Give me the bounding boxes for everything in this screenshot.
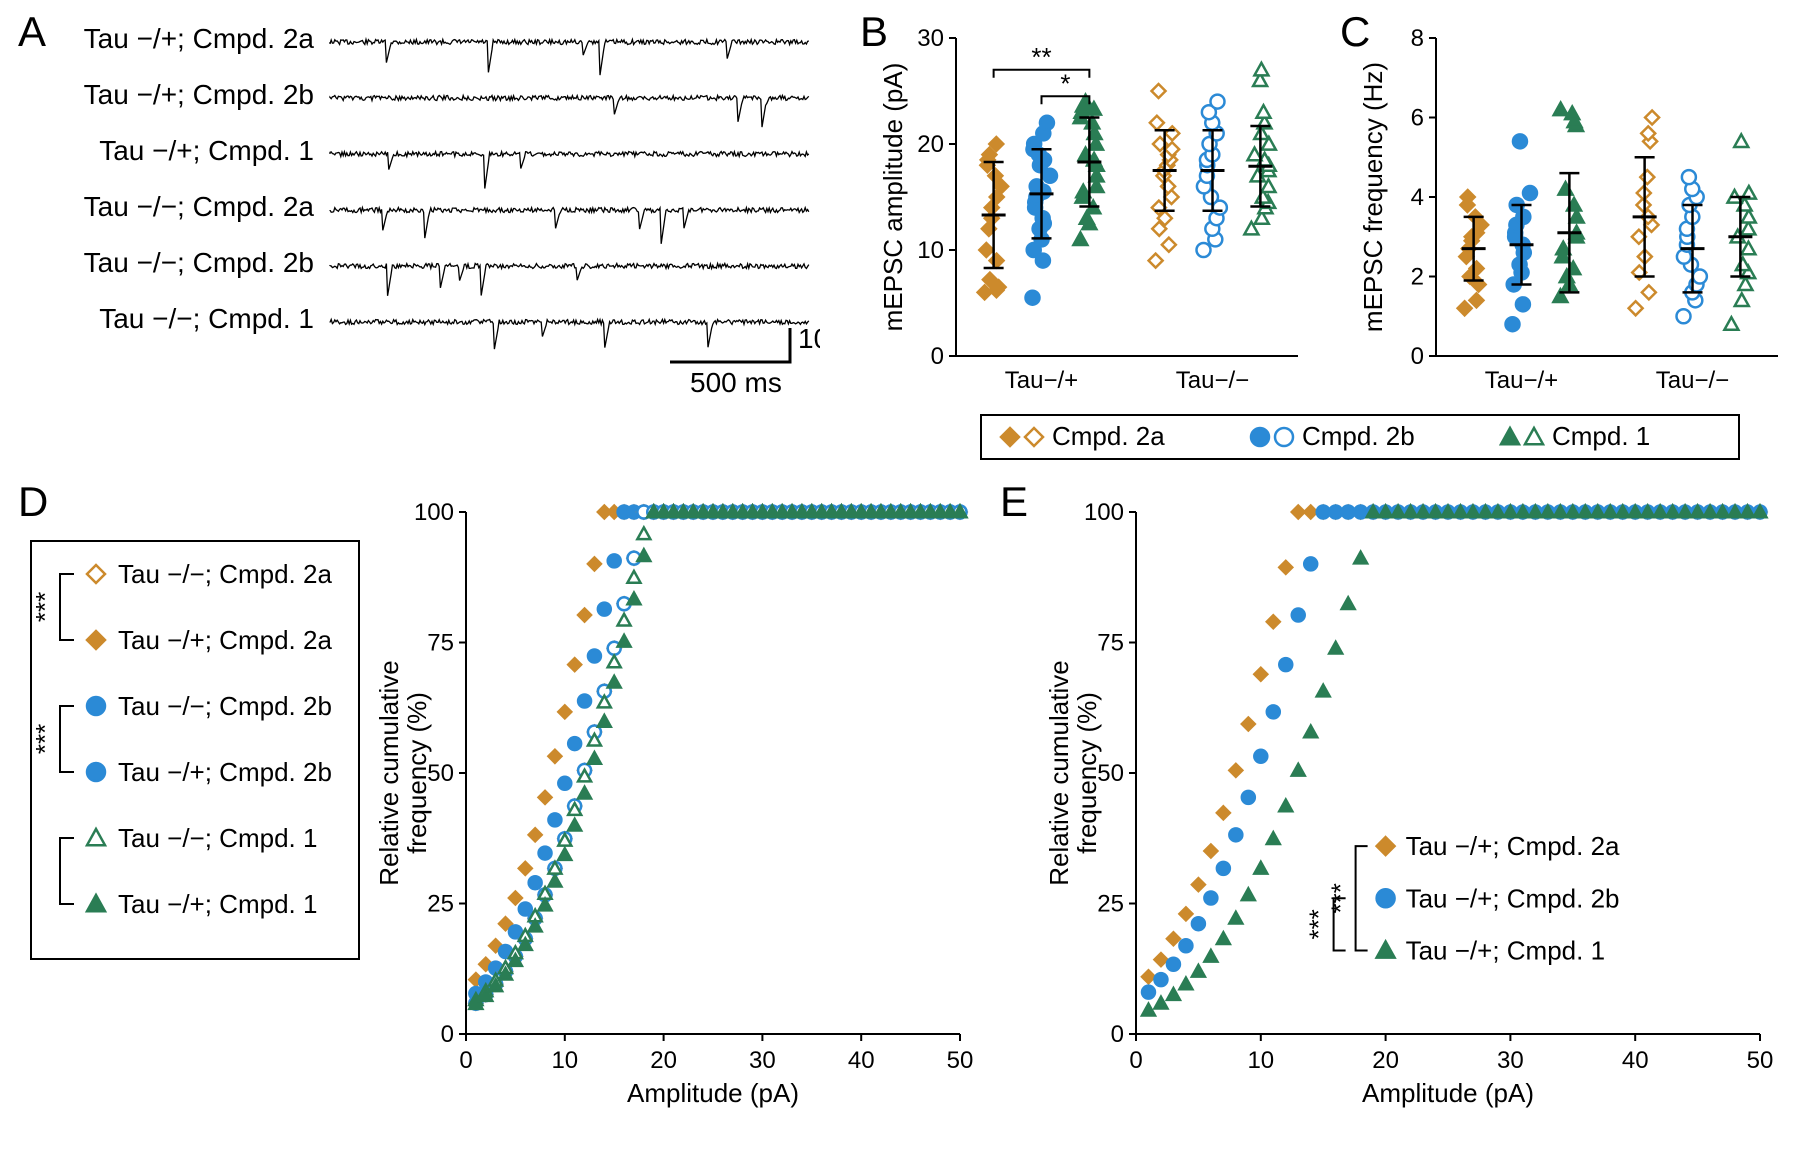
svg-text:0: 0 bbox=[1411, 343, 1424, 370]
panel-d-legend-box: Tau −/−; Cmpd. 2a Tau −/+; Cmpd. 2a Tau −/… bbox=[30, 540, 360, 960]
svg-text:0: 0 bbox=[459, 1047, 472, 1074]
svg-text:10: 10 bbox=[551, 1047, 578, 1074]
svg-text:30: 30 bbox=[917, 25, 944, 52]
svg-text:75: 75 bbox=[1097, 630, 1124, 657]
svg-text:***: *** bbox=[1304, 909, 1334, 939]
svg-text:Relative cumulative: Relative cumulative bbox=[374, 660, 404, 885]
svg-text:Tau−/−: Tau−/− bbox=[1656, 367, 1729, 394]
svg-text:Relative cumulative: Relative cumulative bbox=[1044, 660, 1074, 885]
panel-e-cdf: 025507510001020304050Relative cumulative… bbox=[1040, 490, 1780, 1120]
svg-text:20: 20 bbox=[1372, 1047, 1399, 1074]
svg-text:30: 30 bbox=[1497, 1047, 1524, 1074]
panel-b-scatter: 0 10 20 30 mEPSC amplitude (pA) Tau−/+ Tau−/− *… bbox=[880, 20, 1310, 410]
svg-text:40: 40 bbox=[1622, 1047, 1649, 1074]
svg-text:4: 4 bbox=[1411, 184, 1424, 211]
svg-text:Tau −/+; Cmpd. 2a: Tau −/+; Cmpd. 2a bbox=[84, 23, 315, 54]
svg-text:75: 75 bbox=[427, 630, 454, 657]
svg-text:0: 0 bbox=[441, 1021, 454, 1048]
svg-text:Tau −/−; Cmpd. 1: Tau −/−; Cmpd. 1 bbox=[118, 823, 317, 853]
panel-letter-e: E bbox=[1000, 478, 1028, 526]
svg-text:***: *** bbox=[30, 724, 60, 754]
svg-text:0: 0 bbox=[1111, 1021, 1124, 1048]
svg-text:Tau −/+; Cmpd. 1: Tau −/+; Cmpd. 1 bbox=[99, 135, 314, 166]
svg-text:Cmpd. 1: Cmpd. 1 bbox=[1552, 421, 1650, 451]
svg-text:Tau −/−; Cmpd. 2a: Tau −/−; Cmpd. 2a bbox=[118, 559, 332, 589]
svg-text:frequency (%): frequency (%) bbox=[402, 692, 432, 854]
panel-d-cdf: 025507510001020304050Relative cumulative… bbox=[370, 490, 980, 1120]
svg-text:500 ms: 500 ms bbox=[690, 367, 782, 398]
svg-text:Tau −/+; Cmpd. 2a: Tau −/+; Cmpd. 2a bbox=[1406, 831, 1620, 861]
svg-text:2: 2 bbox=[1411, 264, 1424, 291]
svg-text:mEPSC frequency (Hz): mEPSC frequency (Hz) bbox=[1360, 62, 1388, 332]
svg-text:10: 10 bbox=[1247, 1047, 1274, 1074]
svg-text:**: ** bbox=[1031, 42, 1051, 72]
svg-text:25: 25 bbox=[427, 891, 454, 918]
svg-text:100: 100 bbox=[414, 499, 454, 526]
legend-bc: Cmpd. 2a Cmpd. 2b Cmpd. 1 bbox=[980, 414, 1740, 460]
svg-text:Tau −/+; Cmpd. 2b: Tau −/+; Cmpd. 2b bbox=[84, 79, 314, 110]
svg-text:50: 50 bbox=[947, 1047, 974, 1074]
svg-text:Cmpd. 2b: Cmpd. 2b bbox=[1302, 421, 1415, 451]
svg-text:Tau −/−; Cmpd. 1: Tau −/−; Cmpd. 1 bbox=[99, 303, 314, 334]
panel-c-scatter: 0 2 4 6 8 mEPSC frequency (Hz) Tau−/+ Tau−/− bbox=[1360, 20, 1790, 410]
svg-text:Tau −/+; Cmpd. 2a: Tau −/+; Cmpd. 2a bbox=[118, 625, 332, 655]
svg-text:frequency (%): frequency (%) bbox=[1072, 692, 1102, 854]
svg-text:Tau −/+; Cmpd. 2b: Tau −/+; Cmpd. 2b bbox=[118, 757, 332, 787]
svg-text:25: 25 bbox=[1097, 891, 1124, 918]
svg-text:50: 50 bbox=[1747, 1047, 1774, 1074]
svg-text:Tau −/+; Cmpd. 1: Tau −/+; Cmpd. 1 bbox=[1406, 935, 1605, 965]
svg-text:0: 0 bbox=[931, 343, 944, 370]
svg-text:30: 30 bbox=[749, 1047, 776, 1074]
svg-text:*: * bbox=[1060, 68, 1070, 98]
panel-letter-d: D bbox=[18, 478, 48, 526]
svg-text:Tau −/+; Cmpd. 2b: Tau −/+; Cmpd. 2b bbox=[1406, 883, 1620, 913]
svg-text:Tau −/−; Cmpd. 2b: Tau −/−; Cmpd. 2b bbox=[84, 247, 314, 278]
svg-text:0: 0 bbox=[1129, 1047, 1142, 1074]
svg-text:Amplitude (pA): Amplitude (pA) bbox=[627, 1078, 799, 1108]
svg-text:Tau−/+: Tau−/+ bbox=[1485, 367, 1558, 394]
svg-text:20: 20 bbox=[650, 1047, 677, 1074]
svg-text:6: 6 bbox=[1411, 105, 1424, 132]
svg-text:Cmpd. 2a: Cmpd. 2a bbox=[1052, 421, 1165, 451]
svg-text:mEPSC amplitude (pA): mEPSC amplitude (pA) bbox=[880, 63, 908, 332]
svg-text:Tau −/−; Cmpd. 2b: Tau −/−; Cmpd. 2b bbox=[118, 691, 332, 721]
svg-text:10: 10 bbox=[917, 237, 944, 264]
panel-letter-a: A bbox=[18, 8, 46, 56]
panel-a-traces: Tau −/+; Cmpd. 2a Tau −/+; Cmpd. 2b Tau −/… bbox=[60, 20, 820, 440]
svg-text:8: 8 bbox=[1411, 25, 1424, 52]
svg-text:100: 100 bbox=[1084, 499, 1124, 526]
svg-text:***: *** bbox=[30, 592, 60, 622]
svg-text:10 pA: 10 pA bbox=[798, 323, 820, 354]
svg-text:40: 40 bbox=[848, 1047, 875, 1074]
svg-text:20: 20 bbox=[917, 131, 944, 158]
svg-text:Amplitude (pA): Amplitude (pA) bbox=[1362, 1078, 1534, 1108]
svg-text:Tau−/−: Tau−/− bbox=[1176, 367, 1249, 394]
svg-text:Tau −/−; Cmpd. 2a: Tau −/−; Cmpd. 2a bbox=[84, 191, 315, 222]
svg-text:Tau −/+; Cmpd. 1: Tau −/+; Cmpd. 1 bbox=[118, 889, 317, 919]
svg-text:Tau−/+: Tau−/+ bbox=[1005, 367, 1078, 394]
